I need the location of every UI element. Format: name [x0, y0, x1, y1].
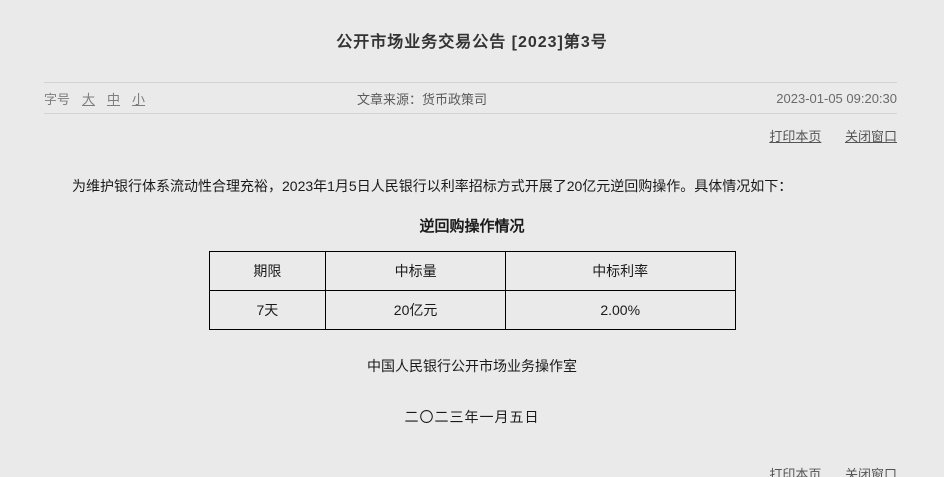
cell-term: 7天: [208, 290, 327, 330]
table-row: 7天 20亿元 2.00%: [208, 290, 736, 330]
table-title: 逆回购操作情况: [419, 218, 525, 235]
bottom-actions: 打印本页 关闭窗口: [0, 464, 897, 477]
print-page-link[interactable]: 打印本页: [769, 129, 822, 144]
article-source-label: 文章来源：: [357, 91, 423, 107]
font-size-medium-link[interactable]: 中: [107, 91, 121, 107]
issuer-signature: 中国人民银行公开市场业务操作室: [367, 358, 577, 374]
operations-table: 期限 中标量 中标利率 7天 20亿元 2.00%: [208, 251, 736, 330]
publish-timestamp: 2023-01-05 09:20:30: [776, 90, 897, 106]
print-page-link[interactable]: 打印本页: [769, 467, 822, 477]
article-source-value: 货币政策司: [422, 91, 488, 107]
article-source: 文章来源：货币政策司: [357, 89, 776, 108]
cell-winning-rate: 2.00%: [504, 290, 736, 330]
header-winning-volume: 中标量: [325, 251, 506, 291]
page-title: 公开市场业务交易公告 [2023]第3号: [336, 34, 608, 51]
close-window-link[interactable]: 关闭窗口: [844, 467, 897, 477]
close-window-link[interactable]: 关闭窗口: [844, 129, 897, 144]
issue-date: 二〇二三年一月五日: [404, 409, 540, 425]
meta-bar: 字号 大 中 小 文章来源：货币政策司 2023-01-05 09:20:30: [44, 82, 897, 114]
article-paragraph: 为维护银行体系流动性合理充裕，2023年1月5日人民银行以利率招标方式开展了20…: [72, 178, 793, 194]
font-size-small-link[interactable]: 小: [132, 91, 146, 107]
font-size-large-link[interactable]: 大: [82, 91, 96, 107]
font-size-controls: 字号 大 中 小: [44, 89, 357, 108]
header-winning-rate: 中标利率: [504, 251, 736, 291]
top-actions: 打印本页 关闭窗口: [0, 126, 897, 144]
cell-winning-volume: 20亿元: [325, 290, 506, 330]
table-header-row: 期限 中标量 中标利率: [208, 251, 736, 291]
header-term: 期限: [208, 251, 327, 291]
font-size-label: 字号: [44, 91, 71, 107]
